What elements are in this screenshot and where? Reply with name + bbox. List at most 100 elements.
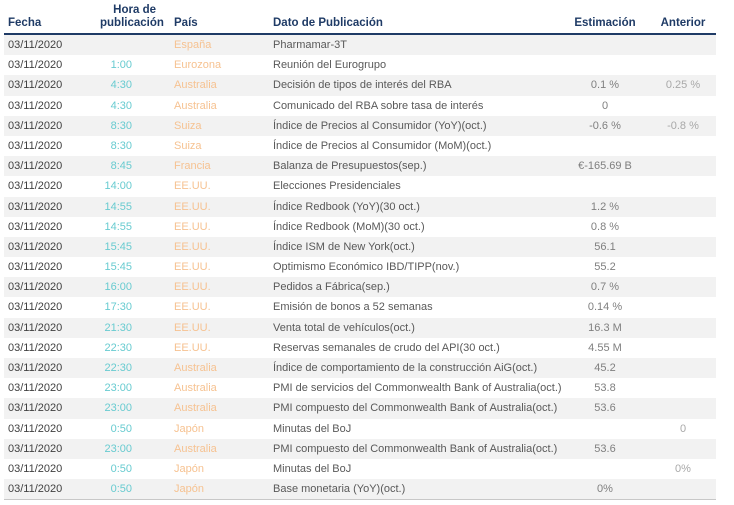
cell-fecha: 03/11/2020: [8, 422, 63, 435]
cell-hora-publicacion: 14:55: [104, 220, 132, 233]
cell-pais: Australia: [174, 79, 217, 92]
cell-fecha: 03/11/2020: [8, 321, 63, 334]
table-row: 03/11/2020 0:50 Japón Minutas del BoJ 0: [4, 419, 716, 439]
cell-pais: Australia: [174, 442, 217, 455]
cell-dato-publicacion: Balanza de Presupuestos(sep.): [273, 160, 427, 173]
cell-pais: EE.UU.: [174, 180, 211, 193]
cell-hora-publicacion: 21:30: [104, 321, 132, 334]
cell-estimacion: [560, 35, 650, 55]
table-row: 03/11/2020 22:30 EE.UU. Reservas semanal…: [4, 338, 716, 358]
cell-pais: Japón: [174, 483, 204, 496]
cell-anterior: [650, 439, 716, 459]
table-row: 03/11/2020 España Pharmamar-3T: [4, 35, 716, 56]
cell-dato-publicacion: Índice de Precios al Consumidor (YoY)(oc…: [273, 119, 487, 132]
cell-fecha: 03/11/2020: [8, 341, 63, 354]
cell-dato-publicacion: PMI compuesto del Commonwealth Bank of A…: [273, 402, 558, 415]
cell-fecha: 03/11/2020: [8, 462, 63, 475]
table-row: 03/11/2020 23:00 Australia PMI de servic…: [4, 378, 716, 398]
cell-estimacion: 55.2: [594, 261, 616, 274]
cell-anterior: [650, 378, 716, 398]
cell-pais: EE.UU.: [174, 200, 211, 213]
cell-anterior: [650, 338, 716, 358]
cell-dato-publicacion: Pharmamar-3T: [273, 39, 347, 51]
cell-estimacion: [560, 419, 650, 439]
economic-calendar-table: Fecha Hora de publicación País Dato de P…: [4, 0, 716, 501]
cell-dato-publicacion: Índice de Precios al Consumidor (MoM)(oc…: [273, 139, 492, 152]
cell-hora-publicacion: 15:45: [104, 240, 132, 253]
cell-hora-publicacion: 4:30: [110, 79, 132, 92]
cell-estimacion: 0: [601, 99, 609, 112]
cell-pais: Eurozona: [174, 59, 222, 72]
cell-pais: Australia: [174, 402, 217, 415]
table-row: 03/11/2020 15:45 EE.UU. Índice ISM de Ne…: [4, 236, 716, 258]
cell-anterior: [650, 358, 716, 378]
column-header-hora-de-publicacion: Hora de publicación: [100, 4, 164, 30]
cell-estimacion: [560, 136, 650, 156]
cell-dato-publicacion: Reservas semanales de crudo del API(30 o…: [273, 341, 500, 354]
cell-fecha: 03/11/2020: [8, 281, 63, 294]
cell-anterior: [650, 197, 716, 217]
cell-dato-publicacion: Comunicado del RBA sobre tasa de interés: [273, 99, 484, 112]
table-row: 03/11/2020 0:50 Japón Minutas del BoJ 0%: [4, 459, 716, 479]
cell-fecha: 03/11/2020: [8, 160, 63, 173]
cell-anterior: [650, 176, 716, 196]
cell-hora-publicacion: 0:50: [110, 462, 132, 475]
cell-anterior: [650, 55, 716, 75]
cell-hora-publicacion: 0:50: [110, 483, 132, 496]
cell-hora-publicacion: 15:45: [104, 261, 132, 274]
cell-fecha: 03/11/2020: [8, 301, 63, 314]
cell-anterior: [650, 136, 716, 156]
table-row: 03/11/2020 23:00 Australia PMI compuesto…: [4, 398, 716, 419]
cell-fecha: 03/11/2020: [8, 483, 63, 496]
cell-pais: EE.UU.: [174, 240, 211, 253]
cell-hora-publicacion: 22:30: [104, 362, 132, 374]
cell-estimacion: 0.14 %: [587, 301, 623, 314]
table-row: 03/11/2020 15:45 EE.UU. Optimismo Económ…: [4, 257, 716, 277]
cell-dato-publicacion: Reunión del Eurogrupo: [273, 59, 387, 72]
table-body: 03/11/2020 España Pharmamar-3T 03/11/202…: [4, 35, 716, 501]
cell-anterior: 0: [679, 422, 687, 435]
cell-estimacion: 45.2: [594, 362, 616, 374]
cell-dato-publicacion: Optimismo Económico IBD/TIPP(nov.): [273, 261, 460, 274]
table-row: 03/11/2020 8:45 Francia Balanza de Presu…: [4, 156, 716, 177]
cell-hora-publicacion: 17:30: [104, 301, 132, 314]
cell-anterior: [650, 156, 716, 176]
cell-pais: EE.UU.: [174, 220, 211, 233]
cell-anterior: 0%: [675, 462, 691, 475]
cell-hora-publicacion: 1:00: [110, 59, 132, 72]
table-row: 03/11/2020 1:00 Eurozona Reunión del Eur…: [4, 55, 716, 75]
cell-pais: Australia: [174, 382, 217, 395]
cell-pais: EE.UU.: [174, 301, 211, 314]
table-row: 03/11/2020 23:00 Australia PMI compuesto…: [4, 438, 716, 459]
cell-estimacion: 0%: [597, 483, 613, 496]
cell-estimacion: 4.55 M: [588, 341, 622, 354]
cell-fecha: 03/11/2020: [8, 139, 63, 152]
cell-dato-publicacion: PMI de servicios del Commonwealth Bank o…: [273, 382, 562, 395]
table-row: 03/11/2020 8:30 Suiza Índice de Precios …: [4, 115, 716, 136]
cell-hora-publicacion: [100, 35, 158, 55]
cell-estimacion: 53.6: [594, 442, 616, 455]
cell-pais: EE.UU.: [174, 321, 211, 334]
cell-dato-publicacion: Índice Redbook (YoY)(30 oct.): [273, 200, 420, 213]
cell-dato-publicacion: Venta total de vehículos(oct.): [273, 321, 415, 334]
table-row: 03/11/2020 14:55 EE.UU. Índice Redbook (…: [4, 196, 716, 217]
table-header-row: Fecha Hora de publicación País Dato de P…: [4, 0, 716, 35]
cell-pais: Suiza: [174, 119, 202, 132]
cell-hora-publicacion: 14:00: [104, 180, 132, 193]
column-header-dato-de-publicacion: Dato de Publicación: [273, 17, 383, 29]
cell-pais: Australia: [174, 362, 217, 374]
cell-estimacion: 53.6: [594, 402, 616, 415]
cell-fecha: 03/11/2020: [8, 79, 63, 92]
cell-fecha: 03/11/2020: [8, 240, 63, 253]
cell-anterior: [650, 479, 716, 499]
cell-estimacion: [560, 176, 650, 196]
cell-fecha: 03/11/2020: [8, 99, 63, 112]
cell-fecha: 03/11/2020: [8, 261, 63, 274]
cell-fecha: 03/11/2020: [8, 200, 63, 213]
cell-pais: Japón: [174, 422, 204, 435]
cell-estimacion: [560, 55, 650, 75]
cell-fecha: 03/11/2020: [8, 59, 63, 72]
column-header-fecha: Fecha: [8, 17, 42, 29]
cell-pais: Japón: [174, 462, 204, 475]
